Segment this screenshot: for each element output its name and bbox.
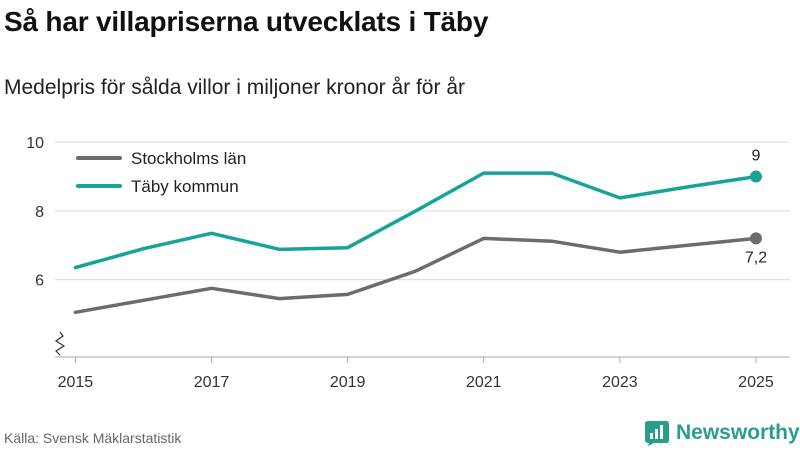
series-end-point xyxy=(749,170,762,183)
y-tick-label: 10 xyxy=(26,135,44,152)
legend-label: Stockholms län xyxy=(131,149,246,168)
x-tick-label: 2025 xyxy=(738,374,774,391)
source-note: Källa: Svensk Mäklarstatistik xyxy=(4,430,182,446)
x-tick-label: 2023 xyxy=(602,374,638,391)
chart-title: Så har villapriserna utvecklats i Täby xyxy=(4,6,489,37)
x-tick-label: 2017 xyxy=(194,374,230,391)
newsworthy-logo-icon xyxy=(645,421,669,446)
x-tick-label: 2021 xyxy=(466,374,502,391)
x-tick-label: 2019 xyxy=(330,374,366,391)
x-tick-label: 2015 xyxy=(58,374,94,391)
series-end-point xyxy=(749,232,762,245)
y-axis: 6 8 10 xyxy=(26,135,66,356)
brand-logo: Newsworthy xyxy=(644,420,800,446)
series-lines xyxy=(73,170,762,315)
chart-subtitle: Medelpris för sålda villor i miljoner kr… xyxy=(4,76,465,99)
brand-name: Newsworthy xyxy=(676,421,800,444)
y-tick-label: 8 xyxy=(35,204,44,221)
legend: Stockholms län Täby kommun xyxy=(72,146,272,200)
end-value-label: 7,2 xyxy=(745,249,767,266)
series-line-stockholms-lan xyxy=(73,236,758,315)
axis-break-icon xyxy=(54,331,66,356)
end-value-label: 9 xyxy=(752,148,761,165)
series-line-taby-kommun xyxy=(73,171,758,270)
end-labels: 7,29 xyxy=(745,148,767,267)
legend-label: Täby kommun xyxy=(131,177,239,196)
gridlines xyxy=(55,141,790,281)
x-axis: 2015 2017 2019 2021 2023 2025 xyxy=(55,356,790,391)
y-tick-label: 6 xyxy=(35,273,44,290)
